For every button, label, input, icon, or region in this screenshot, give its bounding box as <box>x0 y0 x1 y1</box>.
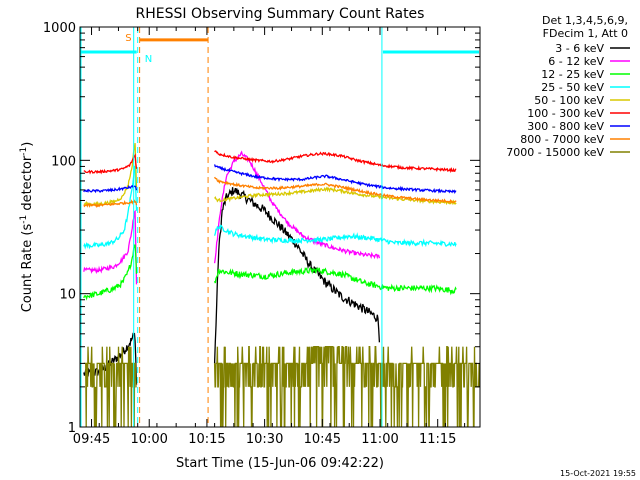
series-segment <box>83 199 138 209</box>
series-25to50keV-kev-line <box>83 165 457 250</box>
series-segment <box>83 184 138 194</box>
series-segment <box>83 209 138 285</box>
legend-entry-label: 6 - 12 keV <box>548 55 604 68</box>
legend-header: FDecim 1, Att 0 <box>543 27 628 40</box>
series-6to12keV-kev-line <box>83 150 381 285</box>
y-tick-label: 1000 <box>43 21 76 36</box>
series-segment <box>214 176 457 204</box>
y-axis-label-text: Count Rate (s-1 detector-1) <box>19 142 35 313</box>
legend-entry-label: 800 - 7000 keV <box>520 133 604 146</box>
series-800to7000keV-kev-line <box>83 176 457 209</box>
series-segment <box>213 164 457 194</box>
y-tick-label: 10 <box>59 288 76 303</box>
legend-entry-label: 50 - 100 keV <box>534 94 604 107</box>
series-7000to15000keV-kev-line <box>83 346 480 427</box>
y-tick-label: 1 <box>68 421 76 436</box>
series-segment <box>213 150 381 264</box>
legend-entry-label: 300 - 800 keV <box>527 120 604 133</box>
legend-entry-label: 100 - 300 keV <box>527 107 604 120</box>
y-tick-label: 100 <box>51 154 76 169</box>
x-tick-label: 11:00 <box>361 432 398 447</box>
series-segment <box>83 165 138 250</box>
x-tick-label: 11:15 <box>419 432 456 447</box>
plot-frame <box>79 26 481 428</box>
x-tick-label: 10:30 <box>246 432 283 447</box>
series-segment <box>83 143 138 208</box>
series-segment <box>213 224 457 248</box>
y-axis-label: Count Rate (s-1 detector-1) <box>19 142 35 313</box>
x-axis-label: Start Time (15-Jun-06 09:42:22) <box>176 456 384 471</box>
legend-entry-label: 12 - 25 keV <box>541 68 604 81</box>
series-segment <box>83 153 138 175</box>
legend-header: Det 1,3,4,5,6,9, <box>542 14 628 27</box>
series-segment <box>83 346 137 427</box>
series-segment <box>213 187 381 364</box>
series-12to25keV-kev-line <box>83 244 457 301</box>
series-segment <box>213 346 480 427</box>
x-tick-label: 10:15 <box>188 432 225 447</box>
x-tick-label: 10:00 <box>130 432 167 447</box>
legend-entry-label: 7000 - 15000 keV <box>506 146 604 159</box>
series-segment <box>213 266 457 296</box>
footer-date: 15-Oct-2021 19:55 <box>560 469 636 478</box>
saa-label: S <box>125 33 131 44</box>
series-100to300keV-kev-line <box>83 150 457 175</box>
series-segment <box>214 150 457 174</box>
series-300to800keV-kev-line <box>83 164 457 194</box>
series-segment <box>83 244 138 301</box>
chart-title: RHESSI Observing Summary Count Rates <box>136 6 425 22</box>
x-tick-label: 10:45 <box>304 432 341 447</box>
legend-entry-label: 3 - 6 keV <box>555 42 604 55</box>
legend-entry-label: 25 - 50 keV <box>541 81 604 94</box>
night-label: N <box>145 54 152 65</box>
x-tick-label: 09:45 <box>73 432 110 447</box>
